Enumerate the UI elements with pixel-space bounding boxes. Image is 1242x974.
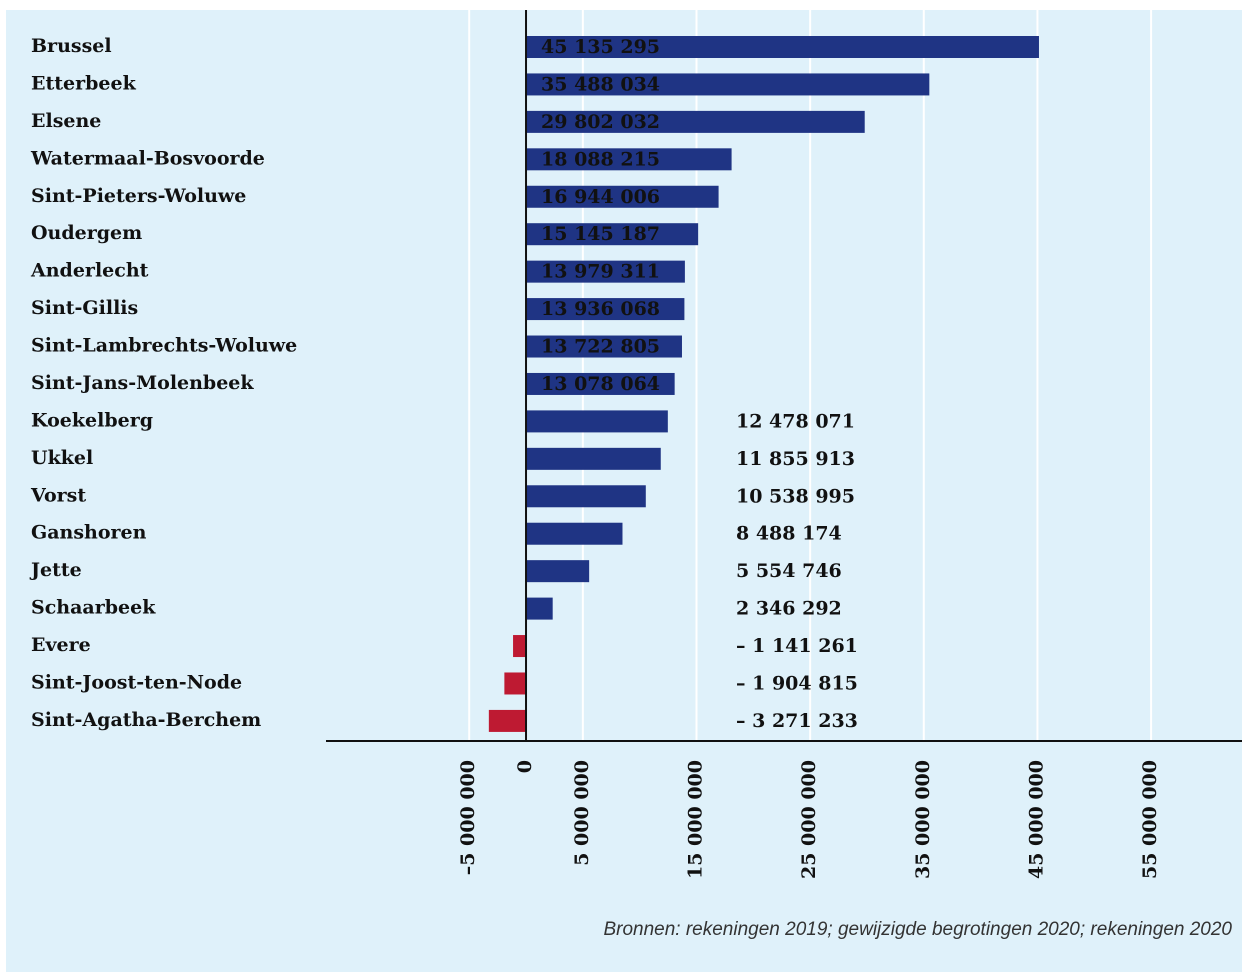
bar — [526, 223, 699, 246]
bar — [526, 73, 930, 96]
y-tick-label: Evere — [31, 634, 91, 656]
y-tick-label: Sint-Jans-Molenbeek — [31, 372, 254, 394]
y-tick-label: Koekelberg — [31, 409, 153, 431]
bar — [526, 185, 719, 208]
value-label: 2 346 292 — [736, 598, 842, 620]
y-tick-label: Jette — [29, 559, 82, 581]
value-label: 13 078 064 — [541, 373, 660, 395]
y-tick-label: Watermaal-Bosvoorde — [30, 147, 265, 169]
value-label: 29 802 032 — [541, 111, 660, 133]
bar — [526, 447, 661, 470]
bar — [488, 709, 527, 732]
value-label: 13 979 311 — [541, 261, 660, 283]
value-label: 15 145 187 — [541, 223, 660, 245]
x-tick-label: 5 000 000 — [571, 760, 593, 866]
x-tick-label: 45 000 000 — [1025, 760, 1047, 879]
y-tick-label: Sint-Lambrechts-Woluwe — [31, 335, 297, 357]
source-note: Bronnen: rekeningen 2019; gewijzigde beg… — [603, 919, 1232, 940]
bar — [526, 485, 646, 508]
y-tick-label: Ganshoren — [31, 522, 147, 544]
value-label: – 1 904 815 — [736, 672, 858, 694]
value-label: 10 538 995 — [736, 485, 855, 507]
value-label: – 1 141 261 — [736, 635, 858, 657]
y-tick-label: Schaarbeek — [31, 597, 156, 619]
value-label: 16 944 006 — [541, 186, 660, 208]
bar — [526, 372, 675, 395]
y-tick-label: Sint-Joost-ten-Node — [31, 671, 242, 693]
bar — [504, 672, 527, 695]
bar — [526, 560, 590, 583]
x-tick-label: 25 000 000 — [798, 760, 820, 879]
x-tick-label: 15 000 000 — [684, 760, 706, 879]
value-label: 8 488 174 — [736, 523, 842, 545]
bar — [526, 36, 1039, 58]
value-label: 45 135 295 — [541, 36, 660, 58]
y-tick-label: Anderlecht — [30, 260, 149, 282]
y-tick-label: Ukkel — [31, 447, 93, 469]
y-tick-label: Brussel — [31, 35, 112, 57]
bar — [526, 522, 623, 545]
value-label: 11 855 913 — [736, 448, 855, 470]
value-label: 35 488 034 — [541, 73, 660, 95]
bar — [526, 298, 685, 321]
value-label: 13 722 805 — [541, 336, 660, 358]
y-tick-label: Vorst — [30, 484, 86, 506]
bar — [526, 335, 682, 358]
x-tick-label: 0 — [514, 760, 536, 773]
bar — [526, 148, 732, 171]
bar — [513, 635, 527, 658]
bar — [526, 110, 865, 133]
bar — [526, 597, 553, 620]
y-tick-label: Sint-Agatha-Berchem — [31, 709, 261, 731]
value-label: 5 554 746 — [736, 560, 842, 582]
x-tick-label: 35 000 000 — [912, 760, 934, 879]
bar — [526, 260, 685, 283]
value-label: 12 478 071 — [736, 410, 855, 432]
y-tick-label: Oudergem — [31, 222, 142, 244]
x-tick-label: 55 000 000 — [1139, 760, 1161, 879]
y-tick-label: Sint-Gillis — [31, 297, 138, 319]
value-label: – 3 271 233 — [736, 710, 858, 732]
bar — [526, 410, 668, 433]
y-tick-label: Sint-Pieters-Woluwe — [31, 185, 246, 207]
value-label: 13 936 068 — [541, 298, 660, 320]
y-tick-label: Etterbeek — [31, 72, 137, 94]
y-tick-label: Elsene — [31, 110, 101, 132]
x-tick-label: –5 000 000 — [457, 760, 479, 875]
value-label: 18 088 215 — [541, 148, 660, 170]
